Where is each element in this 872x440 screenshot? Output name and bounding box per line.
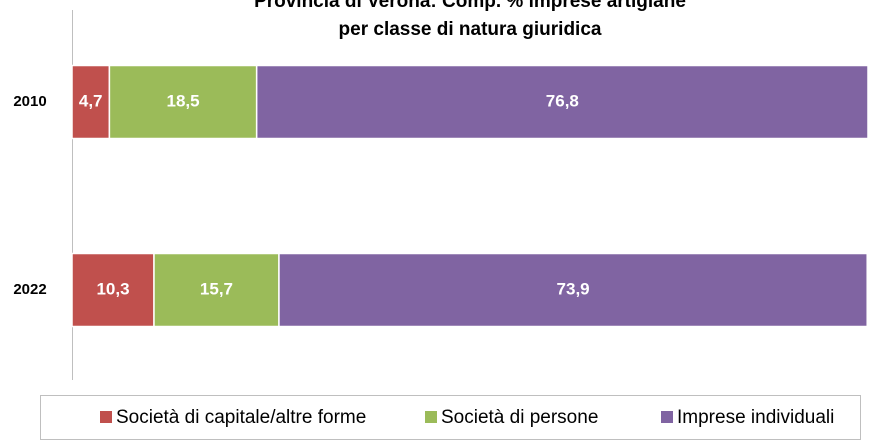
- legend-swatch: [425, 411, 437, 423]
- data-label: 15,7: [200, 279, 233, 298]
- y-tick-label: 2010: [13, 93, 46, 110]
- legend-label: Imprese individuali: [677, 407, 834, 428]
- chart-title: Provincia di Verona: Comp. % imprese art…: [254, 0, 686, 12]
- bar-segment: [153, 252, 280, 328]
- data-label: 4,7: [79, 91, 103, 110]
- y-tick-label: 2022: [13, 281, 46, 298]
- data-label: 10,3: [96, 279, 129, 298]
- data-label: 76,8: [546, 91, 579, 110]
- bar-segment: [278, 252, 868, 328]
- bar-segment: [255, 64, 869, 140]
- legend-label: Società di capitale/altre forme: [116, 407, 366, 428]
- data-label: 18,5: [166, 91, 199, 110]
- bar-segment: [108, 64, 258, 140]
- legend-swatch: [100, 411, 112, 423]
- data-label: 73,9: [557, 279, 590, 298]
- chart-subtitle: per classe di natura giuridica: [339, 19, 602, 40]
- legend-label: Società di persone: [441, 407, 598, 428]
- bar-segment: [71, 64, 111, 140]
- legend-swatch: [661, 411, 673, 423]
